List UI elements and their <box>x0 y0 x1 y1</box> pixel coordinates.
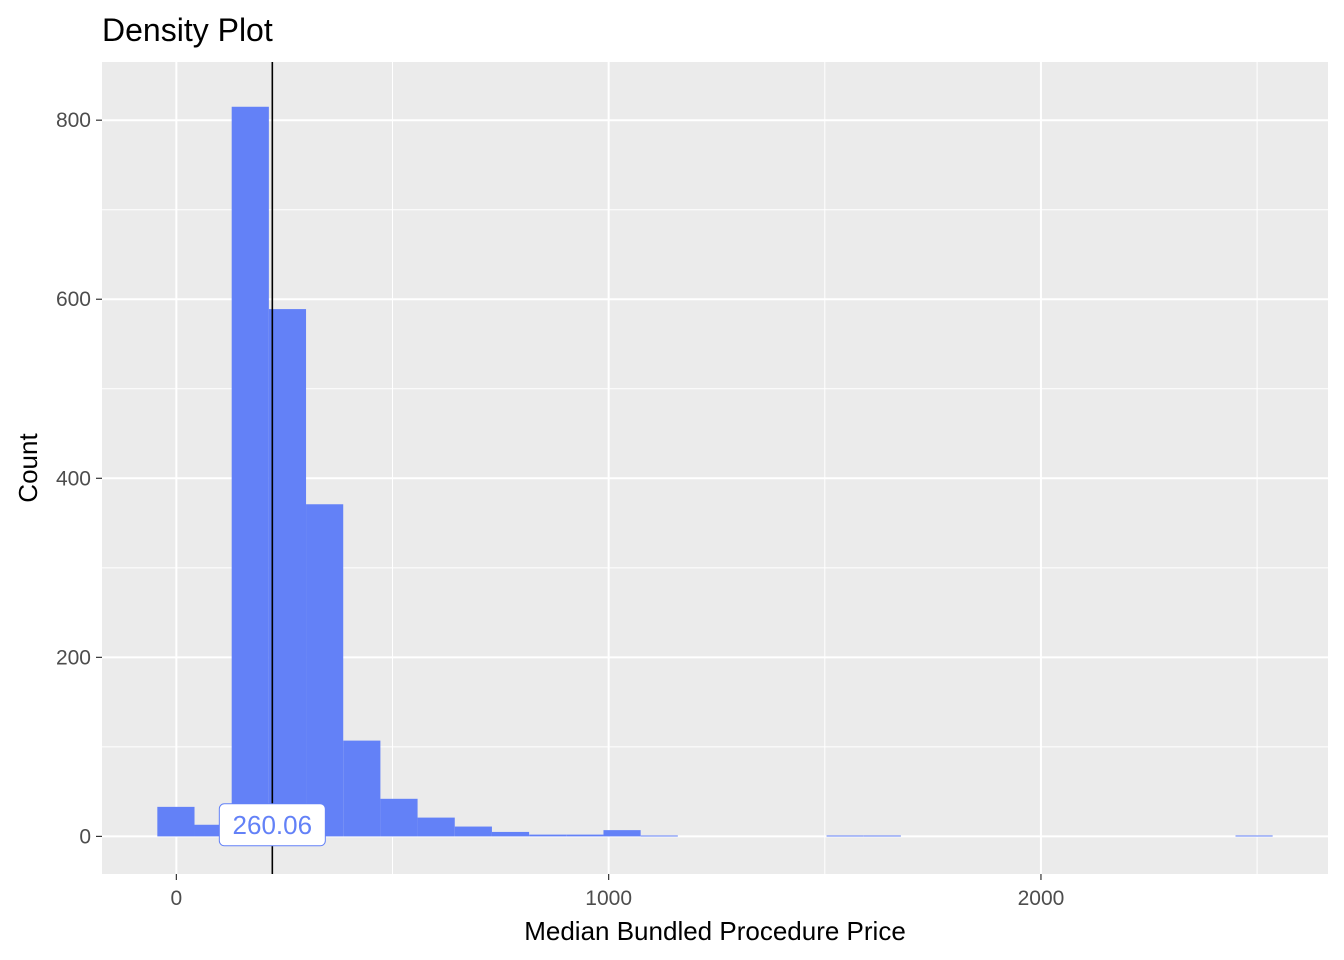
x-tick-label: 0 <box>171 887 183 910</box>
y-axis-title: Count <box>13 433 43 503</box>
histogram-bar <box>640 835 678 837</box>
reference-line-group: 260.06 <box>218 62 326 874</box>
y-tick-label: 600 <box>56 288 91 311</box>
histogram-bar <box>343 740 381 837</box>
histogram-bar <box>603 830 641 837</box>
histogram-bar <box>566 834 604 837</box>
reference-label-text: 260.06 <box>233 810 313 840</box>
histogram-bars <box>157 106 1273 837</box>
histogram-bar <box>863 835 901 837</box>
x-axis-title: Median Bundled Procedure Price <box>524 916 906 946</box>
histogram-bar <box>454 826 492 837</box>
x-tick-label: 1000 <box>585 887 632 910</box>
histogram-bar <box>491 831 530 837</box>
histogram-bar <box>826 835 864 837</box>
y-tick-label: 800 <box>56 109 91 132</box>
y-axis-ticks: 0 200 400 600 800 <box>56 109 102 848</box>
y-tick-label: 400 <box>56 467 91 490</box>
histogram-bar <box>194 824 232 837</box>
histogram-bar <box>231 106 269 837</box>
x-tick-label: 2000 <box>1018 887 1065 910</box>
histogram-bar <box>1235 835 1273 837</box>
histogram-bar <box>157 806 195 837</box>
y-tick-label: 0 <box>79 825 91 848</box>
histogram-bar <box>529 834 567 837</box>
chart-title: Density Plot <box>102 12 273 48</box>
y-tick-label: 200 <box>56 646 91 669</box>
x-axis-ticks: 0 1000 2000 <box>171 874 1065 910</box>
histogram-bar <box>380 798 418 837</box>
reference-label-box <box>218 803 326 847</box>
histogram-bar <box>268 309 307 837</box>
histogram-bar <box>417 817 455 837</box>
histogram-bar <box>306 504 344 837</box>
